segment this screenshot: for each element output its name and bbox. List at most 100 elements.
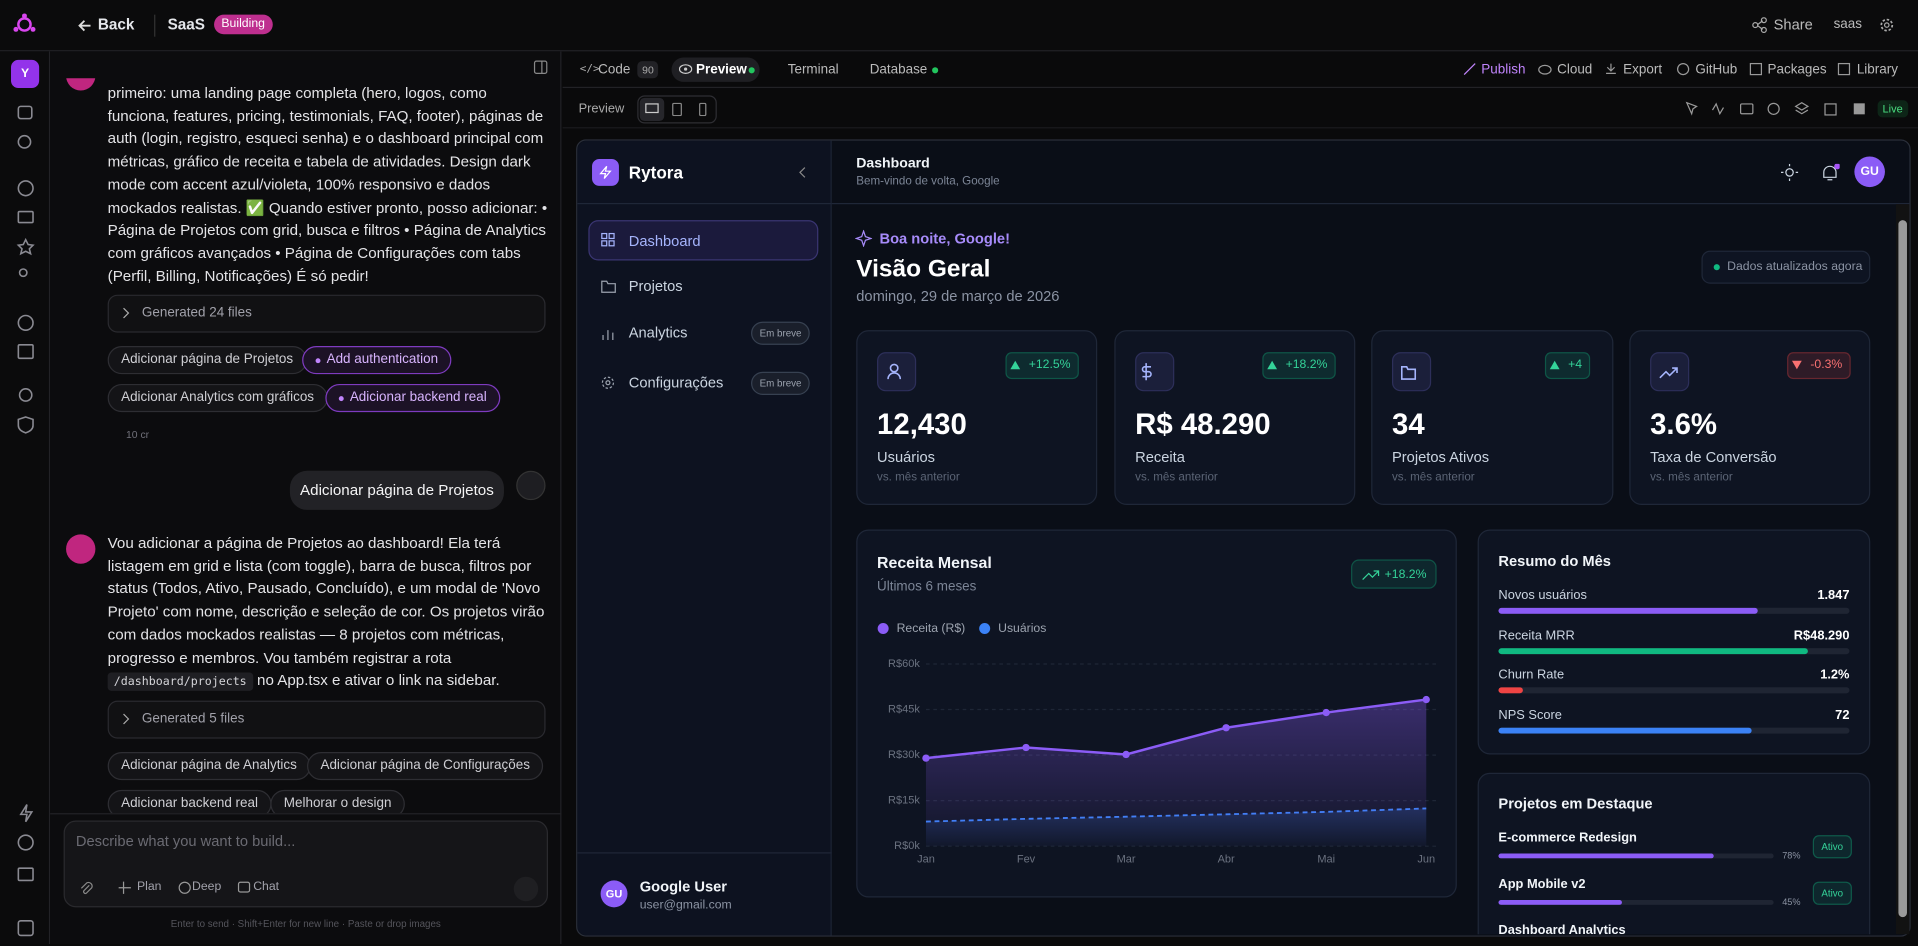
summary-label: Churn Rate xyxy=(1498,668,1565,683)
status-dot xyxy=(748,67,755,74)
point xyxy=(1322,708,1330,717)
logo xyxy=(13,13,36,32)
update-text: Dados atualizados agora xyxy=(1727,260,1863,274)
star-icon[interactable] xyxy=(16,237,35,256)
prompt-hint: Enter to send · Shift+Enter for new line… xyxy=(170,918,441,930)
progress-track xyxy=(1498,687,1850,694)
prompt-box[interactable] xyxy=(63,820,548,908)
stat-value: 12,430 xyxy=(877,408,967,442)
nav-icons xyxy=(601,232,616,389)
suggestion-chip[interactable]: Adicionar backend real xyxy=(325,383,501,413)
status-pill: Ativo xyxy=(1812,835,1852,859)
generated-label[interactable]: Generated 24 files xyxy=(141,305,252,321)
progress-bar xyxy=(1498,607,1759,614)
settings-icon[interactable] xyxy=(1879,17,1895,33)
summary-value: R$48.290 xyxy=(1793,628,1850,643)
history-icon[interactable] xyxy=(17,180,34,197)
mode-plan[interactable]: Plan xyxy=(136,880,162,894)
header-icons[interactable] xyxy=(1780,163,1840,181)
suggestion-chip[interactable]: Adicionar backend real xyxy=(107,789,272,814)
back-icon[interactable] xyxy=(77,18,92,33)
tab-database[interactable]: Database xyxy=(869,62,928,78)
bolt-icon xyxy=(599,165,612,179)
workspace-avatar[interactable]: Y xyxy=(11,59,40,89)
search-icon[interactable] xyxy=(17,134,32,149)
stat-label: Projetos Ativos xyxy=(1392,448,1490,466)
scrollbar-thumb[interactable] xyxy=(1898,220,1907,918)
action-packages[interactable]: Packages xyxy=(1767,62,1827,78)
chart: Receita Mensal Últimos 6 meses +18.2% R$… xyxy=(877,555,1439,866)
folder-icon[interactable] xyxy=(17,210,34,224)
y-tick-label: R$60k xyxy=(888,658,920,670)
assistant-avatar xyxy=(66,534,96,564)
suggestion-chip[interactable]: Adicionar página de Configurações xyxy=(307,752,544,781)
summary-value: 72 xyxy=(1835,708,1850,723)
home-icon[interactable] xyxy=(17,105,33,120)
nav-item[interactable]: Projetos xyxy=(628,277,683,295)
back-button[interactable]: Back xyxy=(97,15,135,34)
nav-item[interactable]: Dashboard xyxy=(628,232,701,250)
action-export[interactable]: Export xyxy=(1623,62,1663,78)
generated-label[interactable]: Generated 5 files xyxy=(141,711,245,727)
header-avatar[interactable]: GU xyxy=(1854,156,1885,188)
action-publish[interactable]: Publish xyxy=(1481,62,1526,78)
generated-files[interactable] xyxy=(107,700,546,739)
change-badge: +12.5% xyxy=(1005,352,1080,380)
stat-label: Receita xyxy=(1135,448,1185,466)
mode-chat[interactable]: Chat xyxy=(253,880,280,894)
globe-icon[interactable] xyxy=(17,834,34,851)
send-button[interactable] xyxy=(513,876,539,902)
trend-arrows xyxy=(1010,360,1802,370)
progress-track xyxy=(1498,727,1850,734)
suggestion-chip[interactable]: Adicionar página de Projetos xyxy=(107,346,307,375)
suggestion-chip[interactable]: Melhorar o design xyxy=(270,789,405,814)
divider xyxy=(154,14,156,37)
collapse-icon[interactable] xyxy=(798,166,808,178)
gift-icon[interactable] xyxy=(17,867,34,882)
assistant-message: primeiro: uma landing page completa (her… xyxy=(107,84,548,285)
action-cloud[interactable]: Cloud xyxy=(1557,62,1593,78)
file-count: 90 xyxy=(637,61,659,79)
progress-bar xyxy=(1498,647,1808,654)
action-github[interactable]: GitHub xyxy=(1695,62,1738,78)
explore-icon[interactable] xyxy=(17,314,34,331)
share-button[interactable]: Share xyxy=(1773,15,1813,34)
suggestion-chip[interactable]: Adicionar página de Analytics xyxy=(107,752,311,781)
generated-files[interactable] xyxy=(107,294,546,333)
stat-icon xyxy=(1135,352,1175,392)
tab-code[interactable]: Code xyxy=(598,62,631,78)
users-icon[interactable] xyxy=(18,268,28,278)
layout-icon[interactable] xyxy=(17,919,34,937)
stat-value: 3.6% xyxy=(1650,408,1718,442)
tab-terminal[interactable]: Terminal xyxy=(787,62,839,78)
nav-item[interactable]: Configurações xyxy=(628,374,724,392)
stat-note: vs. mês anterior xyxy=(1135,470,1218,485)
gear-icon[interactable] xyxy=(18,388,33,402)
suggestion-chip[interactable]: Adicionar Analytics com gráficos xyxy=(107,383,328,413)
mode-deep[interactable]: Deep xyxy=(192,880,222,894)
tab-preview[interactable]: Preview xyxy=(696,62,747,78)
action-library[interactable]: Library xyxy=(1856,62,1898,78)
prompt-placeholder[interactable]: Describe what you want to build... xyxy=(75,832,296,850)
attach-icon[interactable] xyxy=(78,880,93,895)
shield-icon[interactable] xyxy=(17,416,34,434)
summary-card xyxy=(1477,529,1871,755)
nav-active xyxy=(588,220,819,261)
suggestion-chip[interactable]: Add authentication xyxy=(302,346,452,375)
nav-item[interactable]: Analytics xyxy=(628,324,688,342)
user-avatar xyxy=(516,470,546,501)
bolt-icon[interactable] xyxy=(19,804,34,823)
panel-toggle[interactable] xyxy=(533,60,548,75)
project-name: SaaS xyxy=(167,15,206,34)
divider xyxy=(577,202,832,205)
point xyxy=(922,754,930,762)
credits: 10 cr xyxy=(125,427,150,441)
progress-label: 45% xyxy=(1782,896,1801,908)
user-name[interactable]: saas xyxy=(1833,17,1863,32)
point xyxy=(1422,695,1430,704)
x-tick-label: Mar xyxy=(1117,854,1136,866)
apps-icon[interactable] xyxy=(17,344,34,360)
progress-bar xyxy=(1498,687,1523,694)
share-icon[interactable] xyxy=(1752,17,1768,34)
